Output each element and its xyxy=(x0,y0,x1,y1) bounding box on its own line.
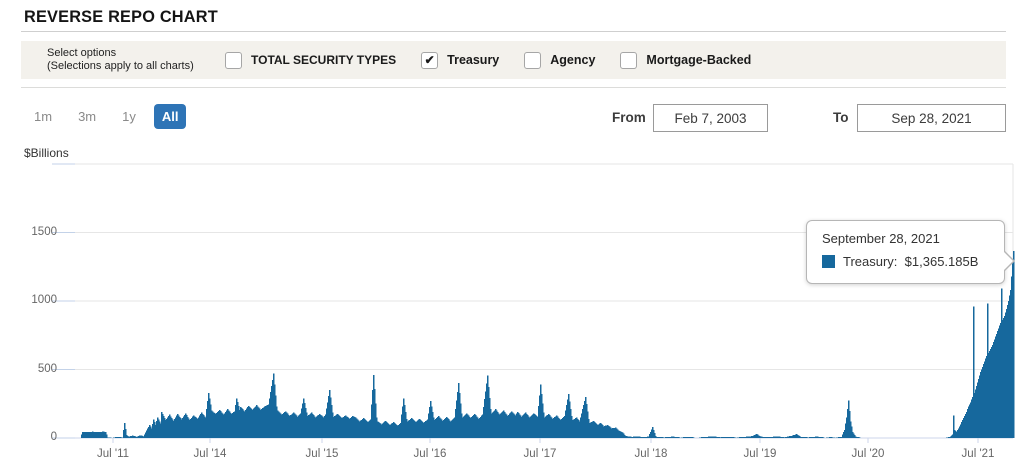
tooltip-date: September 28, 2021 xyxy=(822,231,940,246)
select-options-line2: (Selections apply to all charts) xyxy=(47,60,194,72)
range-button-3m[interactable]: 3m xyxy=(78,108,97,124)
checkbox-total-security-types[interactable]: TOTAL SECURITY TYPES xyxy=(225,51,397,69)
from-date-input[interactable] xyxy=(653,104,768,132)
page-title: REVERSE REPO CHART xyxy=(24,7,218,26)
checkbox-icon[interactable] xyxy=(225,51,242,69)
checkbox-label: Treasury xyxy=(447,53,500,67)
checkbox-row: TOTAL SECURITY TYPES ✔ Treasury Agency M… xyxy=(225,51,752,69)
checkbox-checked-icon[interactable]: ✔ xyxy=(421,51,439,69)
y-axis-tick-label: 500 xyxy=(37,362,57,375)
range-button-1y[interactable]: 1y xyxy=(122,108,136,124)
to-date-input[interactable] xyxy=(857,104,1006,132)
x-axis-tick-label: Jul '15 xyxy=(305,448,339,460)
tooltip-series-row: Treasury: $1,365.185B xyxy=(822,254,978,269)
treasury-series-swatch-icon xyxy=(822,255,835,268)
x-axis-tick-label: Jul '19 xyxy=(743,448,777,460)
options-divider xyxy=(21,87,1006,88)
x-axis-tick-label: Jul '14 xyxy=(193,448,227,460)
checkbox-mortgage-backed[interactable]: Mortgage-Backed xyxy=(620,51,752,69)
checkbox-label: TOTAL SECURITY TYPES xyxy=(251,53,397,67)
range-button-all[interactable]: All xyxy=(153,103,187,129)
x-axis-tick-label: Jul '21 xyxy=(961,448,995,460)
select-options-label: Select options (Selections apply to all … xyxy=(47,47,205,73)
y-axis-tick-label: 0 xyxy=(50,431,57,443)
date-range-controls: From To xyxy=(0,104,1024,132)
security-type-options-bar: Select options (Selections apply to all … xyxy=(21,41,1006,79)
checkbox-icon[interactable] xyxy=(524,51,542,69)
range-selector: 1m 3m 1y All xyxy=(26,102,187,130)
from-label: From xyxy=(612,110,646,125)
x-axis-tick-label: Jul '17 xyxy=(523,448,557,460)
x-axis-tick-label: Jul '18 xyxy=(634,448,668,460)
select-options-line1: Select options xyxy=(47,47,117,59)
y-axis-tick-label: 1500 xyxy=(31,225,57,238)
title-divider xyxy=(21,31,1006,32)
chart-tooltip: September 28, 2021 Treasury: $1,365.185B xyxy=(806,220,1015,284)
y-axis-tick-label: 1000 xyxy=(31,294,57,306)
checkbox-label: Mortgage-Backed xyxy=(646,53,752,67)
range-button-1m[interactable]: 1m xyxy=(34,108,53,124)
checkbox-label: Agency xyxy=(550,53,596,67)
x-axis-tick-label: Jul '11 xyxy=(96,448,130,460)
to-label: To xyxy=(833,110,849,125)
checkbox-agency[interactable]: Agency xyxy=(524,51,596,69)
checkbox-icon[interactable] xyxy=(620,51,638,69)
x-axis-tick-label: Jul '16 xyxy=(413,448,447,460)
x-axis-tick-label: Jul '20 xyxy=(851,448,885,460)
checkbox-treasury[interactable]: ✔ Treasury xyxy=(421,51,500,69)
tooltip-series-value: Treasury: $1,365.185B xyxy=(843,254,979,269)
y-axis-unit-label: $Billions xyxy=(24,146,69,160)
